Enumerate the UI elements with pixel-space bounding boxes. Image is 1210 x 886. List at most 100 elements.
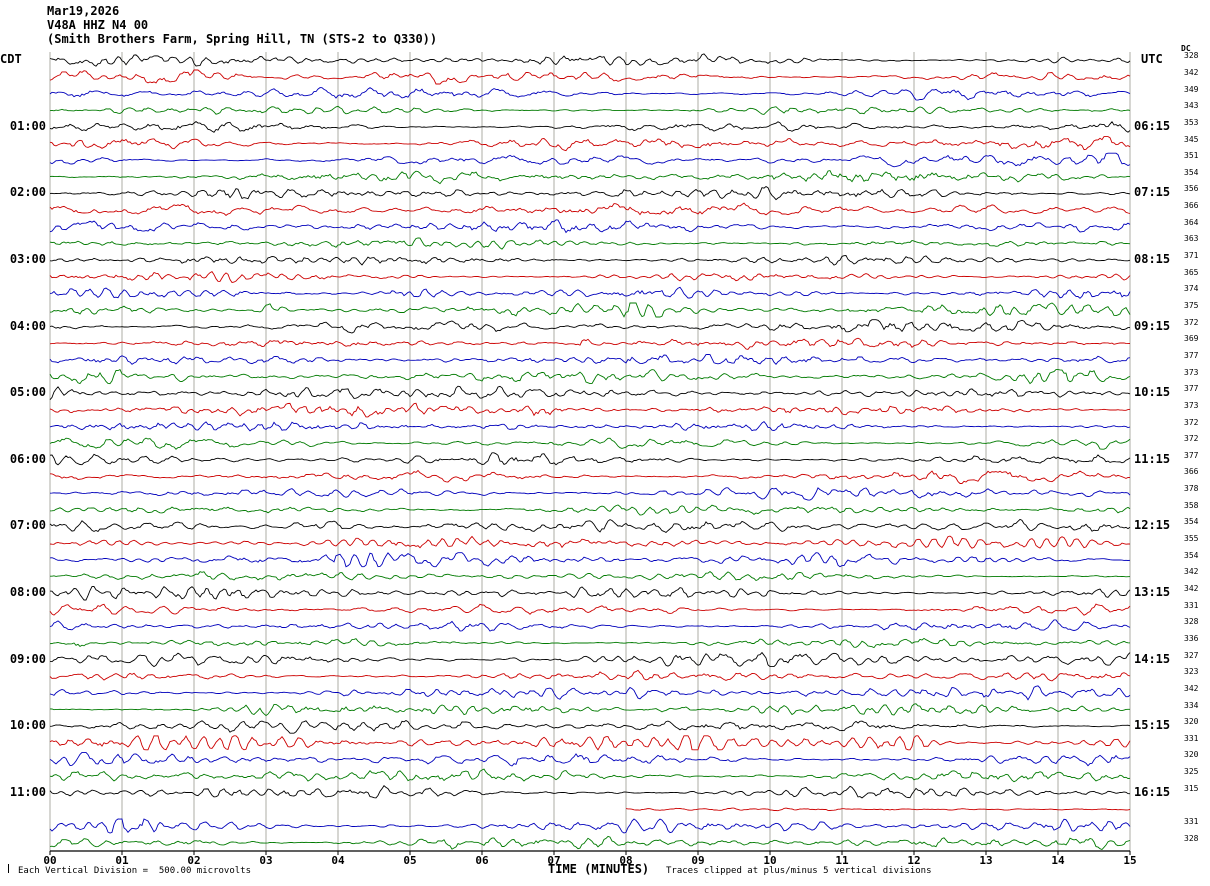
trace-row-04:30 <box>49 353 1131 365</box>
dc-value-04:45: 373 <box>1184 367 1199 377</box>
trace-row-04:45 <box>49 368 1131 385</box>
dc-header: DC <box>1181 44 1191 53</box>
trace-row-00:45 <box>49 105 1131 115</box>
dc-value-02:00: 356 <box>1184 184 1199 194</box>
dc-value-09:00: 327 <box>1184 650 1199 660</box>
hour-label-utc-07:15: 07:15 <box>1134 185 1171 200</box>
dc-value-09:30: 342 <box>1184 683 1199 693</box>
trace-row-01:30 <box>49 152 1131 168</box>
trace-row-01:45 <box>49 170 1131 185</box>
hour-label-utc-13:15: 13:15 <box>1134 584 1171 599</box>
dc-value-01:30: 351 <box>1184 151 1199 161</box>
date-title: Mar19,2026 <box>47 4 120 18</box>
trace-row-09:45 <box>49 703 1130 717</box>
hour-label-utc-16:15: 16:15 <box>1134 784 1171 799</box>
trace-row-06:00 <box>49 452 1131 466</box>
minute-label-07: 07 <box>547 854 561 867</box>
dc-value-06:45: 358 <box>1184 500 1199 510</box>
trace-row-05:30 <box>49 420 1131 432</box>
minute-label-03: 03 <box>259 854 273 867</box>
minute-label-01: 01 <box>115 854 129 867</box>
dc-value-08:30: 328 <box>1184 617 1199 627</box>
minute-label-00: 00 <box>43 854 57 867</box>
hour-label-cdt-05:00: 05:00 <box>9 385 46 400</box>
dc-value-07:30: 354 <box>1184 550 1199 560</box>
dc-value-00:30: 349 <box>1184 84 1199 94</box>
trace-row-07:45 <box>50 571 1131 582</box>
hour-label-utc-08:15: 08:15 <box>1134 252 1171 267</box>
minute-label-15: 15 <box>1123 854 1137 867</box>
trace-row-00:15 <box>49 69 1131 85</box>
dc-value-00:00: 328 <box>1184 51 1199 61</box>
dc-value-08:00: 342 <box>1184 583 1199 593</box>
trace-row-03:45 <box>49 302 1131 318</box>
minute-label-05: 05 <box>403 854 417 867</box>
trace-row-07:15 <box>49 535 1130 549</box>
minute-label-13: 13 <box>979 854 993 867</box>
dc-value-10:30: 320 <box>1184 750 1199 760</box>
scale-note: Each Vertical Division = 500.00 microvol… <box>18 866 251 876</box>
hour-label-cdt-08:00: 08:00 <box>9 584 46 599</box>
dc-value-08:45: 336 <box>1184 633 1199 643</box>
hour-label-cdt-01:00: 01:00 <box>9 118 46 133</box>
minute-label-09: 09 <box>691 854 705 867</box>
trace-row-03:30 <box>49 286 1131 299</box>
dc-value-04:30: 377 <box>1184 350 1199 360</box>
dc-value-01:45: 354 <box>1184 167 1199 177</box>
trace-row-04:15 <box>49 337 1131 350</box>
trace-row-11:30 <box>49 818 1131 834</box>
dc-value-07:45: 342 <box>1184 567 1199 577</box>
hour-label-cdt-03:00: 03:00 <box>9 252 46 267</box>
trace-row-07:30 <box>49 552 1131 568</box>
hour-label-cdt-10:00: 10:00 <box>9 718 46 733</box>
x-axis-title: TIME (MINUTES) <box>548 862 650 876</box>
dc-value-05:30: 372 <box>1184 417 1199 427</box>
dc-value-02:15: 366 <box>1184 201 1199 211</box>
minute-label-10: 10 <box>763 854 777 867</box>
clip-note: Traces clipped at plus/minus 5 vertical … <box>666 866 932 876</box>
dc-value-10:15: 331 <box>1184 733 1199 743</box>
trace-row-01:00 <box>49 121 1131 133</box>
dc-value-03:15: 365 <box>1184 267 1199 277</box>
trace-row-09:00 <box>49 651 1131 668</box>
dc-value-11:00: 315 <box>1184 783 1199 793</box>
minute-label-12: 12 <box>907 854 921 867</box>
dc-value-01:00: 353 <box>1184 117 1199 127</box>
dc-value-02:45: 363 <box>1184 234 1199 244</box>
hour-label-cdt-07:00: 07:00 <box>9 518 46 533</box>
hour-label-utc-14:15: 14:15 <box>1134 651 1171 666</box>
dc-value-04:15: 369 <box>1184 334 1199 344</box>
trace-row-01:15 <box>49 136 1131 152</box>
trace-row-11:15 <box>625 807 1131 812</box>
dc-value-11:30: 331 <box>1184 817 1199 827</box>
hour-label-cdt-11:00: 11:00 <box>9 784 46 799</box>
dc-value-09:45: 334 <box>1184 700 1199 710</box>
trace-row-05:45 <box>49 437 1131 450</box>
dc-value-07:00: 354 <box>1184 517 1199 527</box>
dc-value-06:00: 377 <box>1184 450 1199 460</box>
trace-row-10:00 <box>49 719 1131 734</box>
hour-label-utc-06:15: 06:15 <box>1134 118 1171 133</box>
dc-value-07:15: 355 <box>1184 534 1199 544</box>
right-timezone-label: UTC <box>1141 52 1163 66</box>
dc-value-03:30: 374 <box>1184 284 1199 294</box>
minute-label-04: 04 <box>331 854 345 867</box>
trace-row-11:00 <box>49 785 1131 799</box>
dc-value-10:45: 325 <box>1184 767 1199 777</box>
trace-row-10:30 <box>49 751 1131 767</box>
dc-value-04:00: 372 <box>1184 317 1199 327</box>
trace-row-02:15 <box>49 202 1131 216</box>
trace-row-06:15 <box>49 469 1131 484</box>
dc-value-05:15: 373 <box>1184 400 1199 410</box>
dc-value-08:15: 331 <box>1184 600 1199 610</box>
trace-row-03:00 <box>49 255 1131 266</box>
dc-value-01:15: 345 <box>1184 134 1199 144</box>
left-timezone-label: CDT <box>0 52 22 66</box>
dc-value-00:45: 343 <box>1184 101 1199 111</box>
trace-row-07:00 <box>49 518 1131 533</box>
trace-row-00:30 <box>49 87 1131 101</box>
hour-label-utc-11:15: 11:15 <box>1134 451 1171 466</box>
trace-row-10:45 <box>49 768 1131 783</box>
trace-row-05:15 <box>49 402 1131 418</box>
